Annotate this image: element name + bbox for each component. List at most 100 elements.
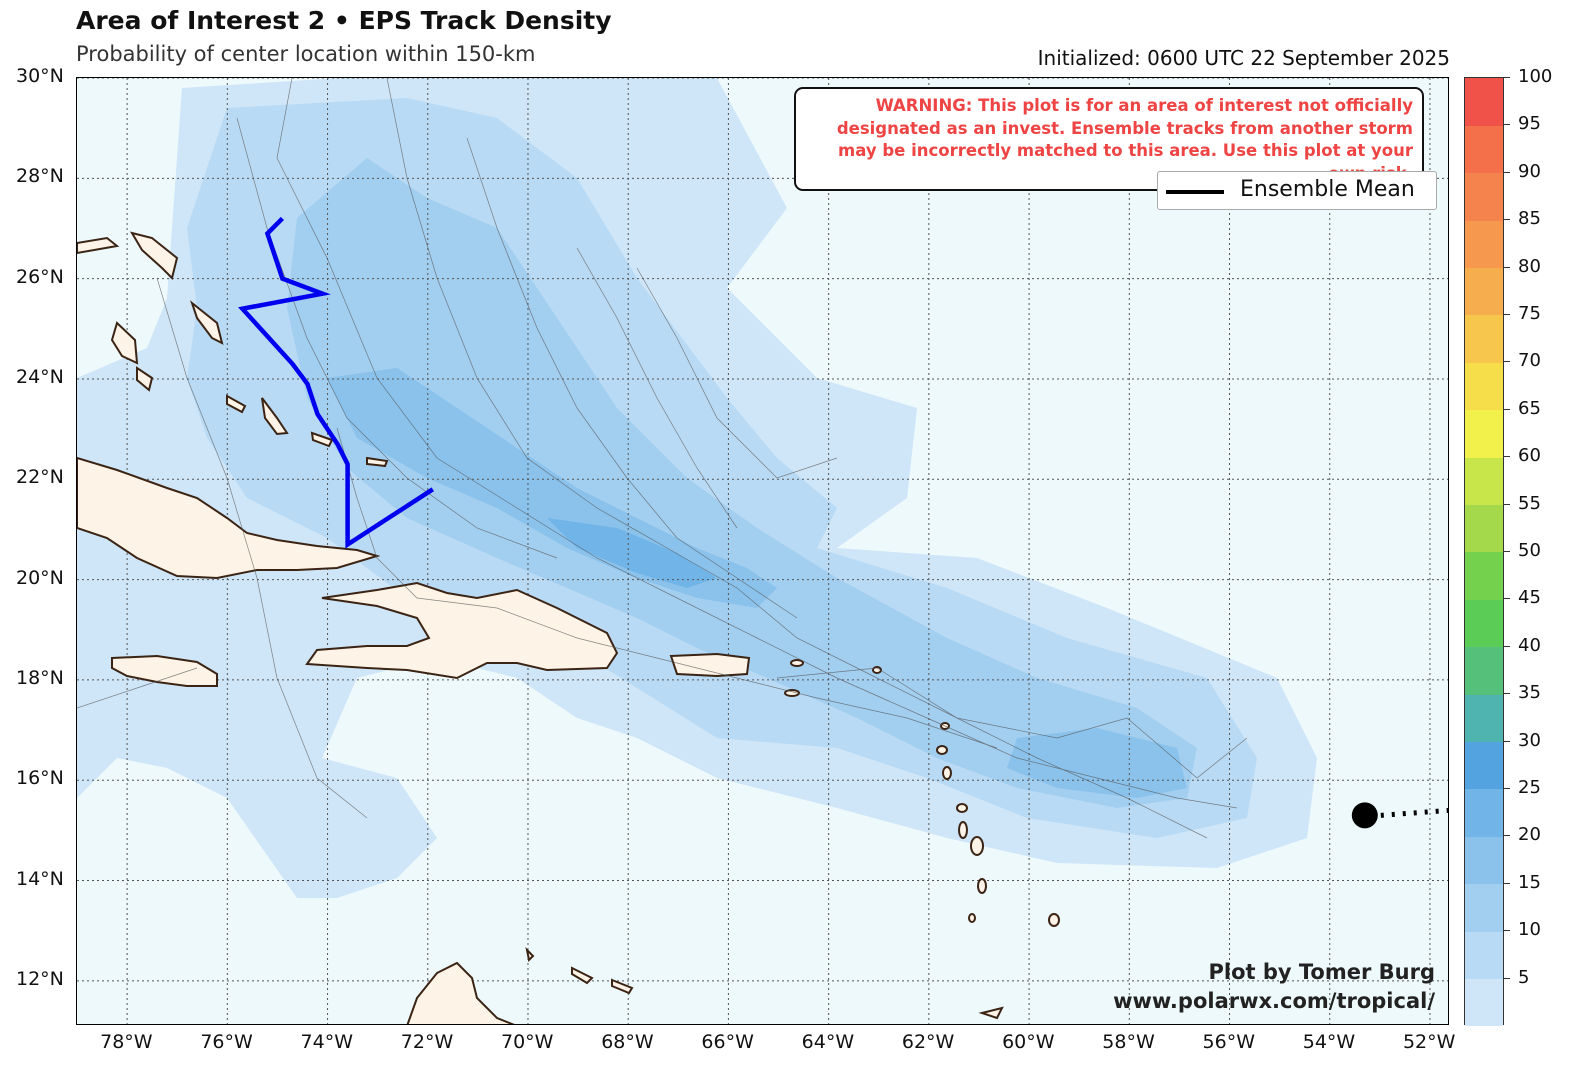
colorbar-tick <box>1504 598 1510 600</box>
colorbar-segment <box>1465 931 1503 980</box>
colorbar-segment <box>1465 552 1503 600</box>
lat-tick-label: 26°N <box>16 265 64 288</box>
colorbar-tick <box>1504 645 1510 647</box>
lon-tick-label: 58°W <box>1102 1031 1155 1053</box>
lon-tick-label: 62°W <box>901 1031 955 1053</box>
lat-tick-label: 22°N <box>16 466 64 489</box>
colorbar-tick-label: 40 <box>1518 634 1541 656</box>
colorbar-tick-label: 100 <box>1518 66 1553 87</box>
colorbar-tick-label: 30 <box>1518 729 1541 751</box>
colorbar-tick <box>1504 314 1510 315</box>
lon-tick-label: 78°W <box>100 1031 153 1053</box>
colorbar-tick <box>1504 171 1510 173</box>
colorbar <box>1464 77 1504 1027</box>
current-position-marker <box>1351 802 1378 829</box>
colorbar-segment <box>1465 836 1503 885</box>
colorbar-tick <box>1504 551 1510 552</box>
lon-tick-label: 70°W <box>500 1031 554 1053</box>
colorbar-tick-label: 50 <box>1518 540 1541 561</box>
colorbar-tick-label: 75 <box>1518 303 1541 324</box>
colorbar-tick-label: 80 <box>1518 255 1541 277</box>
lon-tick-label: 72°W <box>400 1031 454 1053</box>
colorbar-tick-label: 95 <box>1518 113 1541 135</box>
ensemble-member-tracks <box>77 78 1248 839</box>
colorbar-tick <box>1504 456 1510 458</box>
lat-tick-label: 18°N <box>16 666 64 689</box>
lon-tick-label: 76°W <box>200 1031 253 1053</box>
colorbar-segment <box>1465 267 1503 316</box>
lon-tick-label: 52°W <box>1402 1031 1456 1053</box>
colorbar-tick <box>1504 408 1510 410</box>
legend-ensemble-mean-label: Ensemble Mean <box>1240 177 1415 202</box>
colorbar-segment <box>1465 978 1503 1027</box>
lon-tick-label: 60°W <box>1002 1031 1055 1053</box>
map-subtitle: Probability of center location within 15… <box>76 42 536 66</box>
colorbar-segment <box>1465 599 1503 648</box>
colorbar-tick-label: 85 <box>1518 208 1541 230</box>
colorbar-tick-label: 60 <box>1518 445 1541 467</box>
colorbar-tick-label: 55 <box>1518 492 1541 514</box>
map-canvas <box>77 78 1448 1024</box>
colorbar-tick-label: 10 <box>1518 919 1541 941</box>
lat-tick-label: 24°N <box>16 365 64 388</box>
colorbar-segment <box>1465 78 1503 126</box>
colorbar-tick-label: 45 <box>1518 587 1541 609</box>
colorbar-tick-label: 20 <box>1518 824 1541 846</box>
colorbar-tick-label: 70 <box>1518 350 1541 372</box>
colorbar-segment <box>1465 172 1503 221</box>
lon-tick-label: 68°W <box>601 1031 654 1053</box>
colorbar-tick-label: 35 <box>1518 682 1541 704</box>
colorbar-segment <box>1465 646 1503 695</box>
colorbar-segment <box>1465 457 1503 506</box>
lat-lon-grid <box>77 78 1448 1024</box>
lat-tick-label: 14°N <box>16 867 64 890</box>
lon-tick-label: 64°W <box>801 1031 855 1053</box>
colorbar-segment <box>1465 789 1503 837</box>
colorbar-tick-label: 65 <box>1518 397 1541 419</box>
colorbar-tick <box>1504 361 1510 363</box>
lon-tick-label: 56°W <box>1202 1031 1255 1053</box>
colorbar-tick <box>1504 124 1510 126</box>
colorbar-tick-label: 25 <box>1518 777 1541 798</box>
forecast-dotted-line <box>1380 807 1448 818</box>
colorbar-tick-label: 90 <box>1518 160 1541 182</box>
lon-tick-label: 74°W <box>300 1031 354 1053</box>
colorbar-segment <box>1465 220 1503 269</box>
credit-url: www.polarwx.com/tropical/ <box>1113 989 1435 1013</box>
colorbar-segment <box>1465 315 1503 363</box>
colorbar-tick <box>1504 977 1510 979</box>
ensemble-mean-track <box>238 216 435 549</box>
colorbar-tick <box>1504 882 1510 884</box>
lat-tick-label: 28°N <box>16 165 64 188</box>
colorbar-segment <box>1465 409 1503 458</box>
lat-tick-label: 20°N <box>16 566 64 589</box>
colorbar-tick <box>1504 503 1510 505</box>
colorbar-segment <box>1465 125 1503 174</box>
colorbar-tick <box>1504 740 1510 742</box>
colorbar-tick <box>1504 930 1510 932</box>
lat-tick-label: 30°N <box>16 65 64 87</box>
colorbar-tick-label: 15 <box>1518 871 1541 893</box>
credit-author: Plot by Tomer Burg <box>1208 960 1436 984</box>
colorbar-tick-label: 5 <box>1518 966 1530 988</box>
colorbar-tick <box>1504 77 1510 78</box>
colorbar-segment <box>1465 741 1503 790</box>
legend: Ensemble Mean <box>1157 171 1437 210</box>
colorbar-segment <box>1465 883 1503 932</box>
land-masses <box>77 231 1060 1024</box>
lat-tick-label: 16°N <box>16 767 64 790</box>
lon-tick-label: 66°W <box>701 1031 754 1053</box>
colorbar-segment <box>1465 504 1503 553</box>
lon-tick-label: 54°W <box>1302 1031 1356 1053</box>
map-title: Area of Interest 2 • EPS Track Density <box>76 6 612 35</box>
colorbar-tick <box>1504 693 1510 695</box>
map-panel: WARNING: This plot is for an area of int… <box>76 77 1449 1025</box>
colorbar-segment <box>1465 362 1503 411</box>
colorbar-tick <box>1504 266 1510 268</box>
colorbar-segment <box>1465 694 1503 743</box>
track-density-field <box>77 78 1317 898</box>
colorbar-tick <box>1504 835 1510 837</box>
lat-tick-label: 12°N <box>16 967 64 990</box>
plot-credit: Plot by Tomer Burg www.polarwx.com/tropi… <box>1113 958 1435 1016</box>
colorbar-tick <box>1504 219 1510 221</box>
